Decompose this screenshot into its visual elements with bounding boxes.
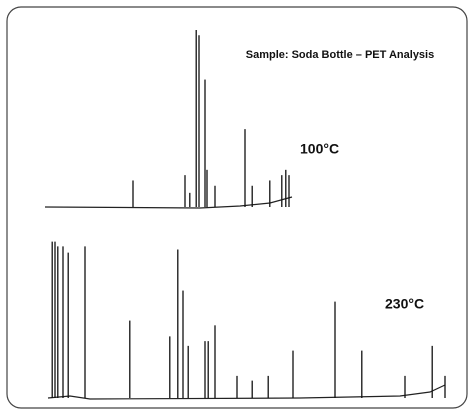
- baseline: [47, 384, 446, 400]
- trace-label: 230°C: [385, 296, 424, 312]
- trace-label: 100°C: [300, 141, 339, 157]
- baseline: [44, 196, 293, 209]
- chart-title: Sample: Soda Bottle – PET Analysis: [246, 49, 434, 61]
- frame: [6, 6, 468, 409]
